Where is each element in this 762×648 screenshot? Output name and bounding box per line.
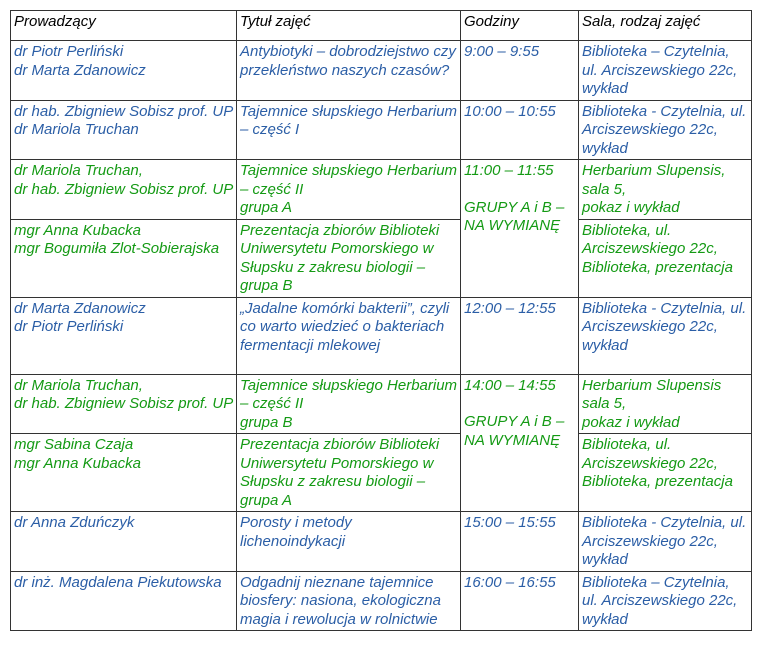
lecturer-name: dr Piotr Perliński (14, 318, 124, 335)
group-label: grupa B (240, 413, 293, 431)
hours-cell: 16:00 – 16:55 (460, 570, 579, 631)
room-cell: Biblioteka, ul. Arciszewskiego 22c, Bibl… (578, 433, 752, 512)
lecturer-cell: dr Piotr Perliński dr Marta Zdanowicz (10, 40, 237, 101)
header-row: Prowadzący Tytuł zajęć Godziny Sala, rod… (10, 10, 752, 41)
title-text: Tajemnice słupskiego Herbarium – część I… (240, 162, 458, 198)
room-cell: Biblioteka - Czytelnia, ul. Arciszewskie… (578, 296, 752, 375)
lecturer-name: mgr Sabina Czaja (14, 436, 134, 453)
room-cell: Biblioteka - Czytelnia, ul. Arciszewskie… (578, 99, 752, 160)
title-cell: Prezentacja zbiorów Biblioteki Uniwersyt… (236, 433, 461, 512)
room-cell: Herbarium Slupensis, sala 5, pokaz i wyk… (578, 159, 752, 220)
lecturer-name: dr Anna Zduńczyk (14, 514, 135, 531)
room-line: sala 5, (582, 180, 627, 198)
lecturer-name: dr Mariola Truchan (14, 121, 139, 138)
hours-cell: 15:00 – 15:55 (460, 511, 579, 572)
lecturer-name: mgr Anna Kubacka (14, 221, 142, 239)
table-row: dr inż. Magdalena Piekutowska Odgadnij n… (10, 570, 752, 631)
room-line: pokaz i wykład (582, 413, 680, 431)
room-line: Herbarium Slupensis, (582, 162, 726, 179)
room-cell: Biblioteka – Czytelnia, ul. Arciszewskie… (578, 570, 752, 631)
table-row: dr Marta Zdanowicz dr Piotr Perliński „J… (10, 296, 752, 375)
title-cell: Prezentacja zbiorów Biblioteki Uniwersyt… (236, 218, 461, 298)
table-row: dr Anna Zduńczyk Porosty i metody lichen… (10, 511, 752, 572)
lecturer-cell: mgr Anna Kubacka mgr Bogumiła Zlot-Sobie… (10, 218, 237, 298)
lecturer-name: dr hab. Zbigniew Sobisz prof. UP (14, 180, 234, 198)
hours-cell: 10:00 – 10:55 (460, 99, 579, 160)
lecturer-cell: dr Mariola Truchan, dr hab. Zbigniew Sob… (10, 159, 237, 220)
room-line: Herbarium Slupensis (582, 376, 722, 394)
room-line: sala 5, (582, 395, 627, 412)
lecturer-name: dr Mariola Truchan, (14, 162, 143, 179)
lecturer-name: dr hab. Zbigniew Sobisz prof. UP (14, 102, 234, 120)
schedule-wrapper: Prowadzący Tytuł zajęć Godziny Sala, rod… (10, 10, 752, 631)
table-row: dr Mariola Truchan, dr hab. Zbigniew Sob… (10, 159, 752, 298)
lecturer-cell: dr inż. Magdalena Piekutowska (10, 570, 237, 631)
hours-cell: 11:00 – 11:55 GRUPY A i B – NA WYMIANĘ (460, 159, 579, 298)
room-cell: Herbarium Slupensis sala 5, pokaz i wykł… (578, 373, 752, 434)
table-row: mgr Sabina Czaja mgr Anna Kubacka Prezen… (10, 433, 752, 512)
title-cell: Tajemnice słupskiego Herbarium – część I… (236, 373, 461, 434)
room-line: pokaz i wykład (582, 199, 680, 216)
header-title: Tytuł zajęć (236, 10, 461, 41)
lecturer-name: dr Piotr Perliński (14, 43, 124, 60)
title-cell: „Jadalne komórki bakterii”, czyli co war… (236, 296, 461, 375)
hours-cell: 14:00 – 14:55 GRUPY A i B – NA WYMIANĘ (460, 373, 579, 512)
lecturer-name: mgr Bogumiła Zlot-Sobierajska (14, 240, 220, 257)
lecturer-name: dr Mariola Truchan, (14, 376, 143, 394)
table-row: dr Piotr Perliński dr Marta Zdanowicz An… (10, 40, 752, 101)
lecturer-name: mgr Anna Kubacka (14, 454, 142, 472)
lecturer-cell: dr hab. Zbigniew Sobisz prof. UP dr Mari… (10, 99, 237, 160)
title-text: Tajemnice słupskiego Herbarium – część I… (240, 376, 458, 413)
lecturer-cell: mgr Sabina Czaja mgr Anna Kubacka (10, 433, 237, 512)
swap-note: GRUPY A i B – NA WYMIANĘ (464, 413, 565, 449)
hours-cell: 12:00 – 12:55 (460, 296, 579, 375)
room-cell: Biblioteka – Czytelnia, ul. Arciszewskie… (578, 40, 752, 101)
title-cell: Tajemnice słupskiego Herbarium – część I… (236, 159, 461, 220)
lecturer-name: dr Marta Zdanowicz (14, 61, 146, 79)
table-row: mgr Anna Kubacka mgr Bogumiła Zlot-Sobie… (10, 218, 752, 298)
lecturer-cell: dr Mariola Truchan, dr hab. Zbigniew Sob… (10, 373, 237, 434)
room-cell: Biblioteka, ul. Arciszewskiego 22c, Bibl… (578, 218, 752, 298)
header-lecturer: Prowadzący (10, 10, 237, 41)
schedule-table: Prowadzący Tytuł zajęć Godziny Sala, rod… (10, 10, 752, 631)
table-row: dr hab. Zbigniew Sobisz prof. UP dr Mari… (10, 99, 752, 160)
title-cell: Antybiotyki – dobrodziejstwo czy przekle… (236, 40, 461, 101)
lecturer-name: dr inż. Magdalena Piekutowska (14, 573, 222, 591)
hours-cell: 9:00 – 9:55 (460, 40, 579, 101)
hours-text: 11:00 – 11:55 (464, 162, 554, 179)
lecturer-name: dr Marta Zdanowicz (14, 299, 146, 317)
hours-text: 14:00 – 14:55 (464, 376, 556, 394)
title-cell: Porosty i metody lichenoindykacji (236, 511, 461, 572)
table-row: dr Mariola Truchan, dr hab. Zbigniew Sob… (10, 373, 752, 512)
title-cell: Odgadnij nieznane tajemnice biosfery: na… (236, 570, 461, 631)
header-room: Sala, rodzaj zajęć (578, 10, 752, 41)
header-hours: Godziny (460, 10, 579, 41)
lecturer-cell: dr Anna Zduńczyk (10, 511, 237, 572)
group-label: grupa A (240, 199, 292, 216)
room-cell: Biblioteka - Czytelnia, ul. Arciszewskie… (578, 511, 752, 572)
lecturer-name: dr hab. Zbigniew Sobisz prof. UP (14, 395, 234, 412)
lecturer-cell: dr Marta Zdanowicz dr Piotr Perliński (10, 296, 237, 375)
swap-note: GRUPY A i B – NA WYMIANĘ (464, 198, 565, 235)
title-cell: Tajemnice słupskiego Herbarium – część I (236, 99, 461, 160)
